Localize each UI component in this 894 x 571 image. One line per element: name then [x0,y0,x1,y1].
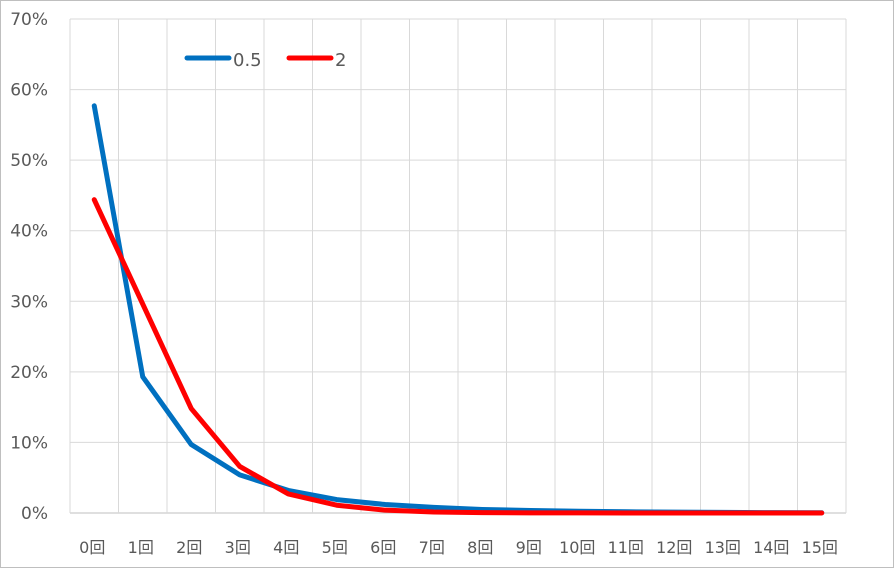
x-tick-label: 13回 [705,538,741,557]
x-tick-label: 10回 [559,538,595,557]
legend-label: 2 [335,50,346,71]
legend: 0.5 2 [184,50,346,71]
x-tick-label: 4回 [273,538,299,557]
y-axis-labels: 0% 10% 20% 30% 40% 50% 60% 70% [10,10,48,524]
y-tick-label: 40% [10,222,48,242]
x-tick-label: 11回 [608,538,644,557]
y-tick-label: 50% [10,151,48,171]
y-tick-label: 70% [10,10,48,30]
y-tick-label: 20% [10,363,48,383]
x-axis-labels: 0回 1回 2回 3回 4回 5回 6回 7回 8回 9回 10回 11回 12回 13回 14回 15回 [79,538,838,557]
x-tick-label: 5回 [322,538,348,557]
y-tick-label: 30% [10,292,48,312]
x-tick-label: 9回 [516,538,542,557]
x-tick-label: 6回 [370,538,396,557]
x-tick-label: 7回 [419,538,445,557]
x-tick-label: 2回 [176,538,202,557]
x-tick-label: 12回 [656,538,692,557]
y-tick-label: 10% [10,433,48,453]
x-tick-label: 1回 [128,538,154,557]
series-line-1 [91,197,825,516]
y-tick-label: 60% [10,81,48,101]
x-tick-label: 14回 [753,538,789,557]
x-tick-label: 15回 [802,538,838,557]
legend-label: 0.5 [233,50,262,71]
x-tick-label: 3回 [225,538,251,557]
gridlines [69,18,847,514]
x-tick-label: 0回 [79,538,105,557]
x-tick-label: 8回 [467,538,493,557]
y-tick-label: 0% [21,504,48,524]
series-lines [91,103,825,516]
